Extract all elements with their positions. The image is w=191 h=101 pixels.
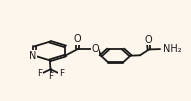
Text: O: O [91,44,99,54]
Text: N: N [29,51,36,61]
Text: O: O [74,34,82,44]
Text: NH₂: NH₂ [163,44,182,54]
Text: O: O [144,35,152,45]
Text: F: F [37,69,42,78]
Text: F: F [48,72,53,81]
Text: F: F [59,69,64,78]
